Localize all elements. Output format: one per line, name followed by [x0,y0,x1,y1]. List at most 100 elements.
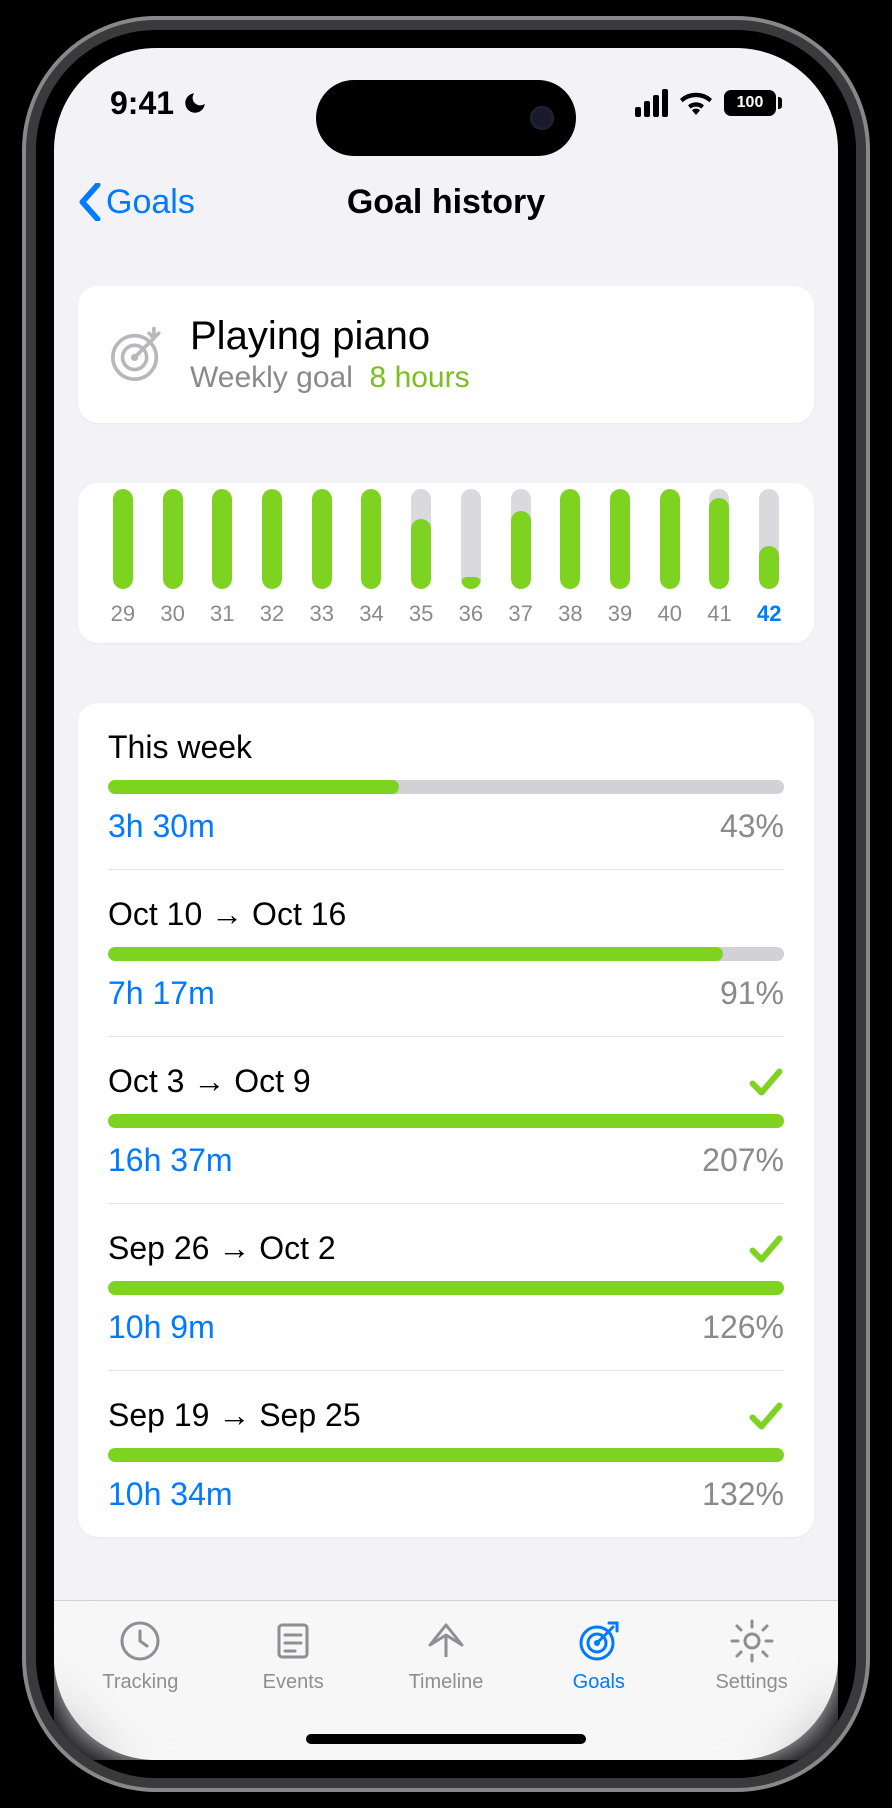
chart-bar-29[interactable]: 29 [98,489,148,627]
history-duration: 7h 17m [108,975,215,1012]
chart-bar-fill [560,489,580,589]
history-percent: 91% [720,975,784,1012]
chart-bar-32[interactable]: 32 [247,489,297,627]
history-row[interactable]: Oct 3 → Oct 916h 37m207% [108,1037,784,1204]
chart-bar-label: 39 [608,601,632,627]
chart-bar-track [511,489,531,589]
back-label: Goals [106,183,195,222]
history-row[interactable]: Sep 26 → Oct 2 10h 9m 126% [108,1204,784,1371]
chart-bar-fill [511,511,531,589]
history-duration: 10h 34m [108,1476,233,1513]
checkmark-icon [748,1231,784,1267]
content: Playing piano Weekly goal 8 hours 29 3031… [54,246,838,1600]
wifi-icon [680,91,712,115]
history-progress-fill [108,1281,784,1295]
chart-bar-36[interactable]: 36 [446,489,496,627]
history-progress-track [108,947,784,961]
chart-bar-label: 41 [707,601,731,627]
history-row[interactable]: This week3h 30m43% [108,703,784,870]
checkmark-icon [748,1064,784,1100]
home-indicator[interactable] [306,1734,586,1744]
history-list: This week3h 30m43% Oct 10 → Oct 16 7h 17m 9… [78,703,814,1537]
history-row[interactable]: Sep 19 → Sep 2510h 34m132% [108,1371,784,1537]
chart-bar-label: 34 [359,601,383,627]
do-not-disturb-icon [182,90,208,116]
chart-bar-label: 36 [459,601,483,627]
history-duration: 10h 9m [108,1309,215,1346]
chart-bar-label: 37 [508,601,532,627]
chart-bar-33[interactable]: 33 [297,489,347,627]
target-icon [108,326,166,384]
tracking-icon [116,1617,164,1665]
battery-level: 100 [726,92,774,114]
cellular-icon [635,89,668,117]
page-title: Goal history [347,183,545,222]
history-progress-fill [108,1114,784,1128]
goal-summary-card[interactable]: Playing piano Weekly goal 8 hours [78,286,814,423]
chart-bar-track [759,489,779,589]
chart-bar-fill [163,489,183,589]
tab-label: Settings [715,1671,787,1694]
weekly-bar-chart[interactable]: 29 3031 32 33 34 35 36 37 38 39 40 41 42 [78,483,814,643]
chart-bar-38[interactable]: 38 [545,489,595,627]
chart-bar-track [560,489,580,589]
tab-settings[interactable]: Settings [675,1617,828,1760]
chart-bar-track [411,489,431,589]
history-percent: 132% [702,1476,784,1513]
chart-bar-41[interactable]: 41 [695,489,745,627]
chart-bar-track [361,489,381,589]
chart-bar-37[interactable]: 37 [496,489,546,627]
chart-bar-fill [461,577,481,589]
chart-bar-fill [312,489,332,589]
tab-label: Events [263,1671,324,1694]
history-range: Sep 26 → Oct 2 [108,1230,336,1267]
history-percent: 126% [702,1309,784,1346]
chart-bar-track [312,489,332,589]
chart-bar-track [660,489,680,589]
phone-frame: 9:41 100 Goals [36,30,856,1778]
timeline-icon [422,1617,470,1665]
chart-bar-track [461,489,481,589]
chart-bar-40[interactable]: 40 [645,489,695,627]
history-percent: 43% [720,808,784,845]
chart-bar-label: 32 [260,601,284,627]
chart-bar-track [709,489,729,589]
history-progress-track [108,1448,784,1462]
chart-bar-label: 35 [409,601,433,627]
history-progress-track [108,1281,784,1295]
tab-tracking[interactable]: Tracking [64,1617,217,1760]
history-range: Oct 10 → Oct 16 [108,896,346,933]
back-button[interactable]: Goals [78,183,195,222]
screen: 9:41 100 Goals [54,48,838,1760]
history-range: This week [108,729,252,766]
chart-bar-31[interactable]: 31 [197,489,247,627]
chart-bar-track [610,489,630,589]
chart-bar-track [113,489,133,589]
chart-bar-35[interactable]: 35 [396,489,446,627]
goal-amount: 8 hours [370,361,470,394]
chart-bar-track [262,489,282,589]
events-icon [269,1617,317,1665]
chart-bar-fill [113,489,133,589]
chart-bar-fill [361,489,381,589]
history-row[interactable]: Oct 10 → Oct 16 7h 17m 91% [108,870,784,1037]
chart-bar-label: 29 [111,601,135,627]
chart-bar-fill [660,489,680,589]
chart-bar-34[interactable]: 34 [347,489,397,627]
chart-bar-label: 38 [558,601,582,627]
chart-bar-label: 33 [309,601,333,627]
goal-name: Playing piano [190,314,470,359]
history-progress-track [108,1114,784,1128]
chart-bar-39[interactable]: 39 [595,489,645,627]
nav-bar: Goals Goal history [54,158,838,246]
status-time: 9:41 [110,85,174,122]
chart-bar-42[interactable]: 42 [744,489,794,627]
history-progress-fill [108,1448,784,1462]
tab-label: Timeline [409,1671,484,1694]
goal-period-label: Weekly goal [190,361,353,394]
chart-bar-track [212,489,232,589]
history-percent: 207% [702,1142,784,1179]
dynamic-island [316,80,576,156]
chart-bar-30[interactable]: 30 [148,489,198,627]
chart-bar-track [163,489,183,589]
